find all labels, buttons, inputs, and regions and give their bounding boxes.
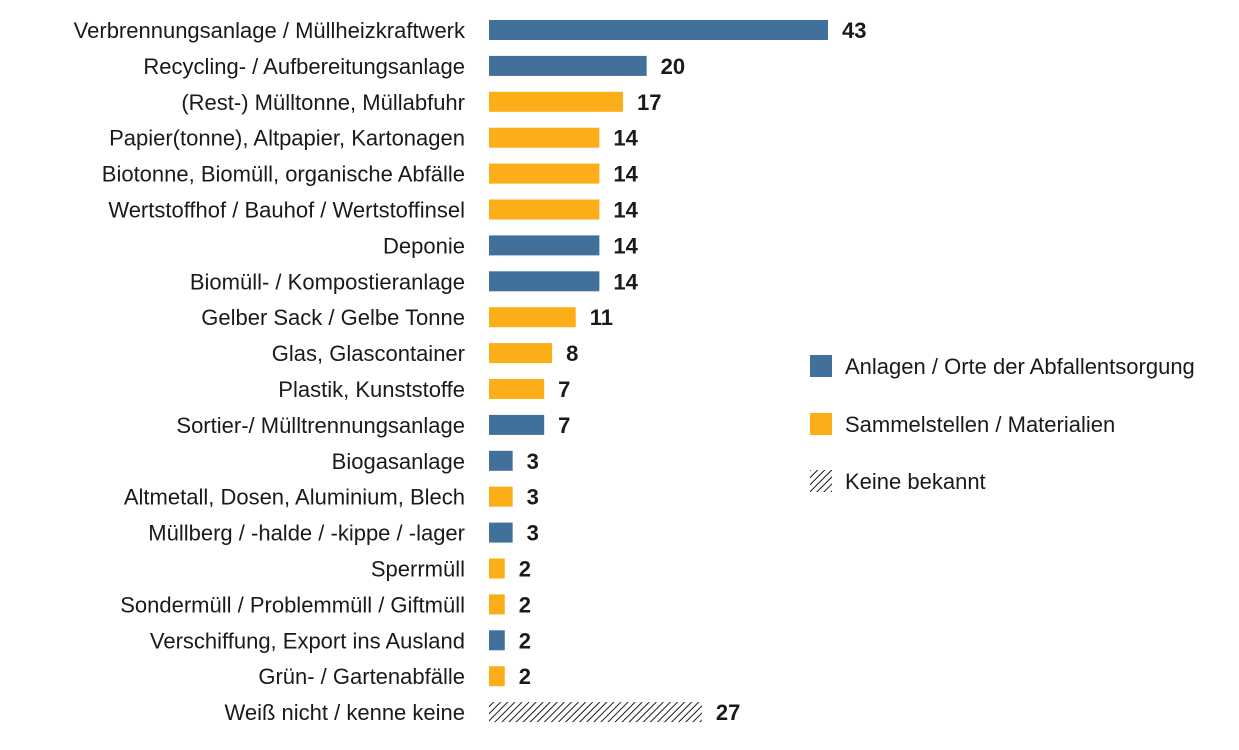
category-label: Plastik, Kunststoffe	[278, 377, 465, 402]
legend-label: Keine bekannt	[845, 469, 986, 494]
value-label: 8	[566, 341, 578, 366]
legend-label: Anlagen / Orte der Abfallentsorgung	[845, 354, 1195, 379]
bar	[489, 630, 505, 651]
bar	[489, 127, 600, 148]
category-label: Glas, Glascontainer	[272, 341, 465, 366]
value-label: 3	[527, 485, 539, 510]
value-label: 17	[637, 90, 661, 115]
bar	[489, 486, 513, 507]
legend: Anlagen / Orte der Abfallentsorgung Samme…	[810, 354, 1195, 494]
category-label: Recycling- / Aufbereitungsanlage	[143, 54, 465, 79]
value-label: 43	[842, 18, 866, 43]
category-label: Grün- / Gartenabfälle	[258, 664, 465, 689]
category-label: Müllberg / -halde / -kippe / -lager	[148, 521, 465, 546]
chart-rows: Verbrennungsanlage / Müllheizkraftwerk 43…	[74, 18, 867, 725]
category-label: Sondermüll / Problemmüll / Giftmüll	[120, 592, 465, 617]
value-label: 2	[519, 664, 531, 689]
bar	[489, 522, 513, 543]
bar	[489, 199, 600, 220]
category-label: Biomüll- / Kompostieranlage	[190, 269, 465, 294]
bar	[489, 271, 600, 292]
bar	[489, 343, 553, 364]
value-label: 27	[716, 700, 740, 725]
category-label: Altmetall, Dosen, Aluminium, Blech	[124, 485, 465, 510]
category-label: Sortier-/ Mülltrennungsanlage	[176, 413, 465, 438]
value-label: 7	[558, 413, 570, 438]
bar	[489, 55, 647, 76]
bar	[489, 450, 513, 471]
category-label: Verbrennungsanlage / Müllheizkraftwerk	[74, 18, 466, 43]
value-label: 2	[519, 557, 531, 582]
category-label: (Rest-) Mülltonne, Müllabfuhr	[181, 90, 465, 115]
category-label: Sperrmüll	[371, 557, 465, 582]
value-label: 14	[613, 126, 638, 151]
value-label: 14	[613, 198, 638, 223]
value-label: 11	[590, 305, 613, 330]
bar	[489, 702, 702, 723]
value-label: 14	[613, 269, 638, 294]
bar	[489, 91, 624, 112]
value-label: 3	[527, 449, 539, 474]
category-label: Gelber Sack / Gelbe Tonne	[201, 305, 465, 330]
value-label: 2	[519, 592, 531, 617]
value-label: 7	[558, 377, 570, 402]
value-label: 3	[527, 521, 539, 546]
bar	[489, 594, 505, 615]
value-label: 14	[613, 233, 638, 258]
category-label: Biotonne, Biomüll, organische Abfälle	[102, 162, 465, 187]
bar	[489, 379, 545, 399]
bar	[489, 666, 505, 687]
legend-swatch	[810, 355, 832, 377]
legend-swatch	[810, 413, 832, 435]
value-label: 2	[519, 628, 531, 653]
legend-swatch	[810, 470, 832, 492]
bar	[489, 163, 600, 184]
bar	[489, 307, 576, 328]
value-label: 20	[661, 54, 685, 79]
bar	[489, 20, 828, 40]
value-label: 14	[613, 162, 638, 187]
category-label: Biogasanlage	[332, 449, 465, 474]
category-label: Deponie	[383, 233, 465, 258]
bar	[489, 558, 505, 579]
bar	[489, 414, 545, 435]
category-label: Verschiffung, Export ins Ausland	[150, 628, 465, 653]
category-label: Weiß nicht / kenne keine	[225, 700, 466, 725]
category-label: Wertstoffhof / Bauhof / Wertstoffinsel	[108, 198, 465, 223]
legend-label: Sammelstellen / Materialien	[845, 412, 1115, 437]
category-label: Papier(tonne), Altpapier, Kartonagen	[109, 126, 465, 151]
bar	[489, 235, 600, 256]
